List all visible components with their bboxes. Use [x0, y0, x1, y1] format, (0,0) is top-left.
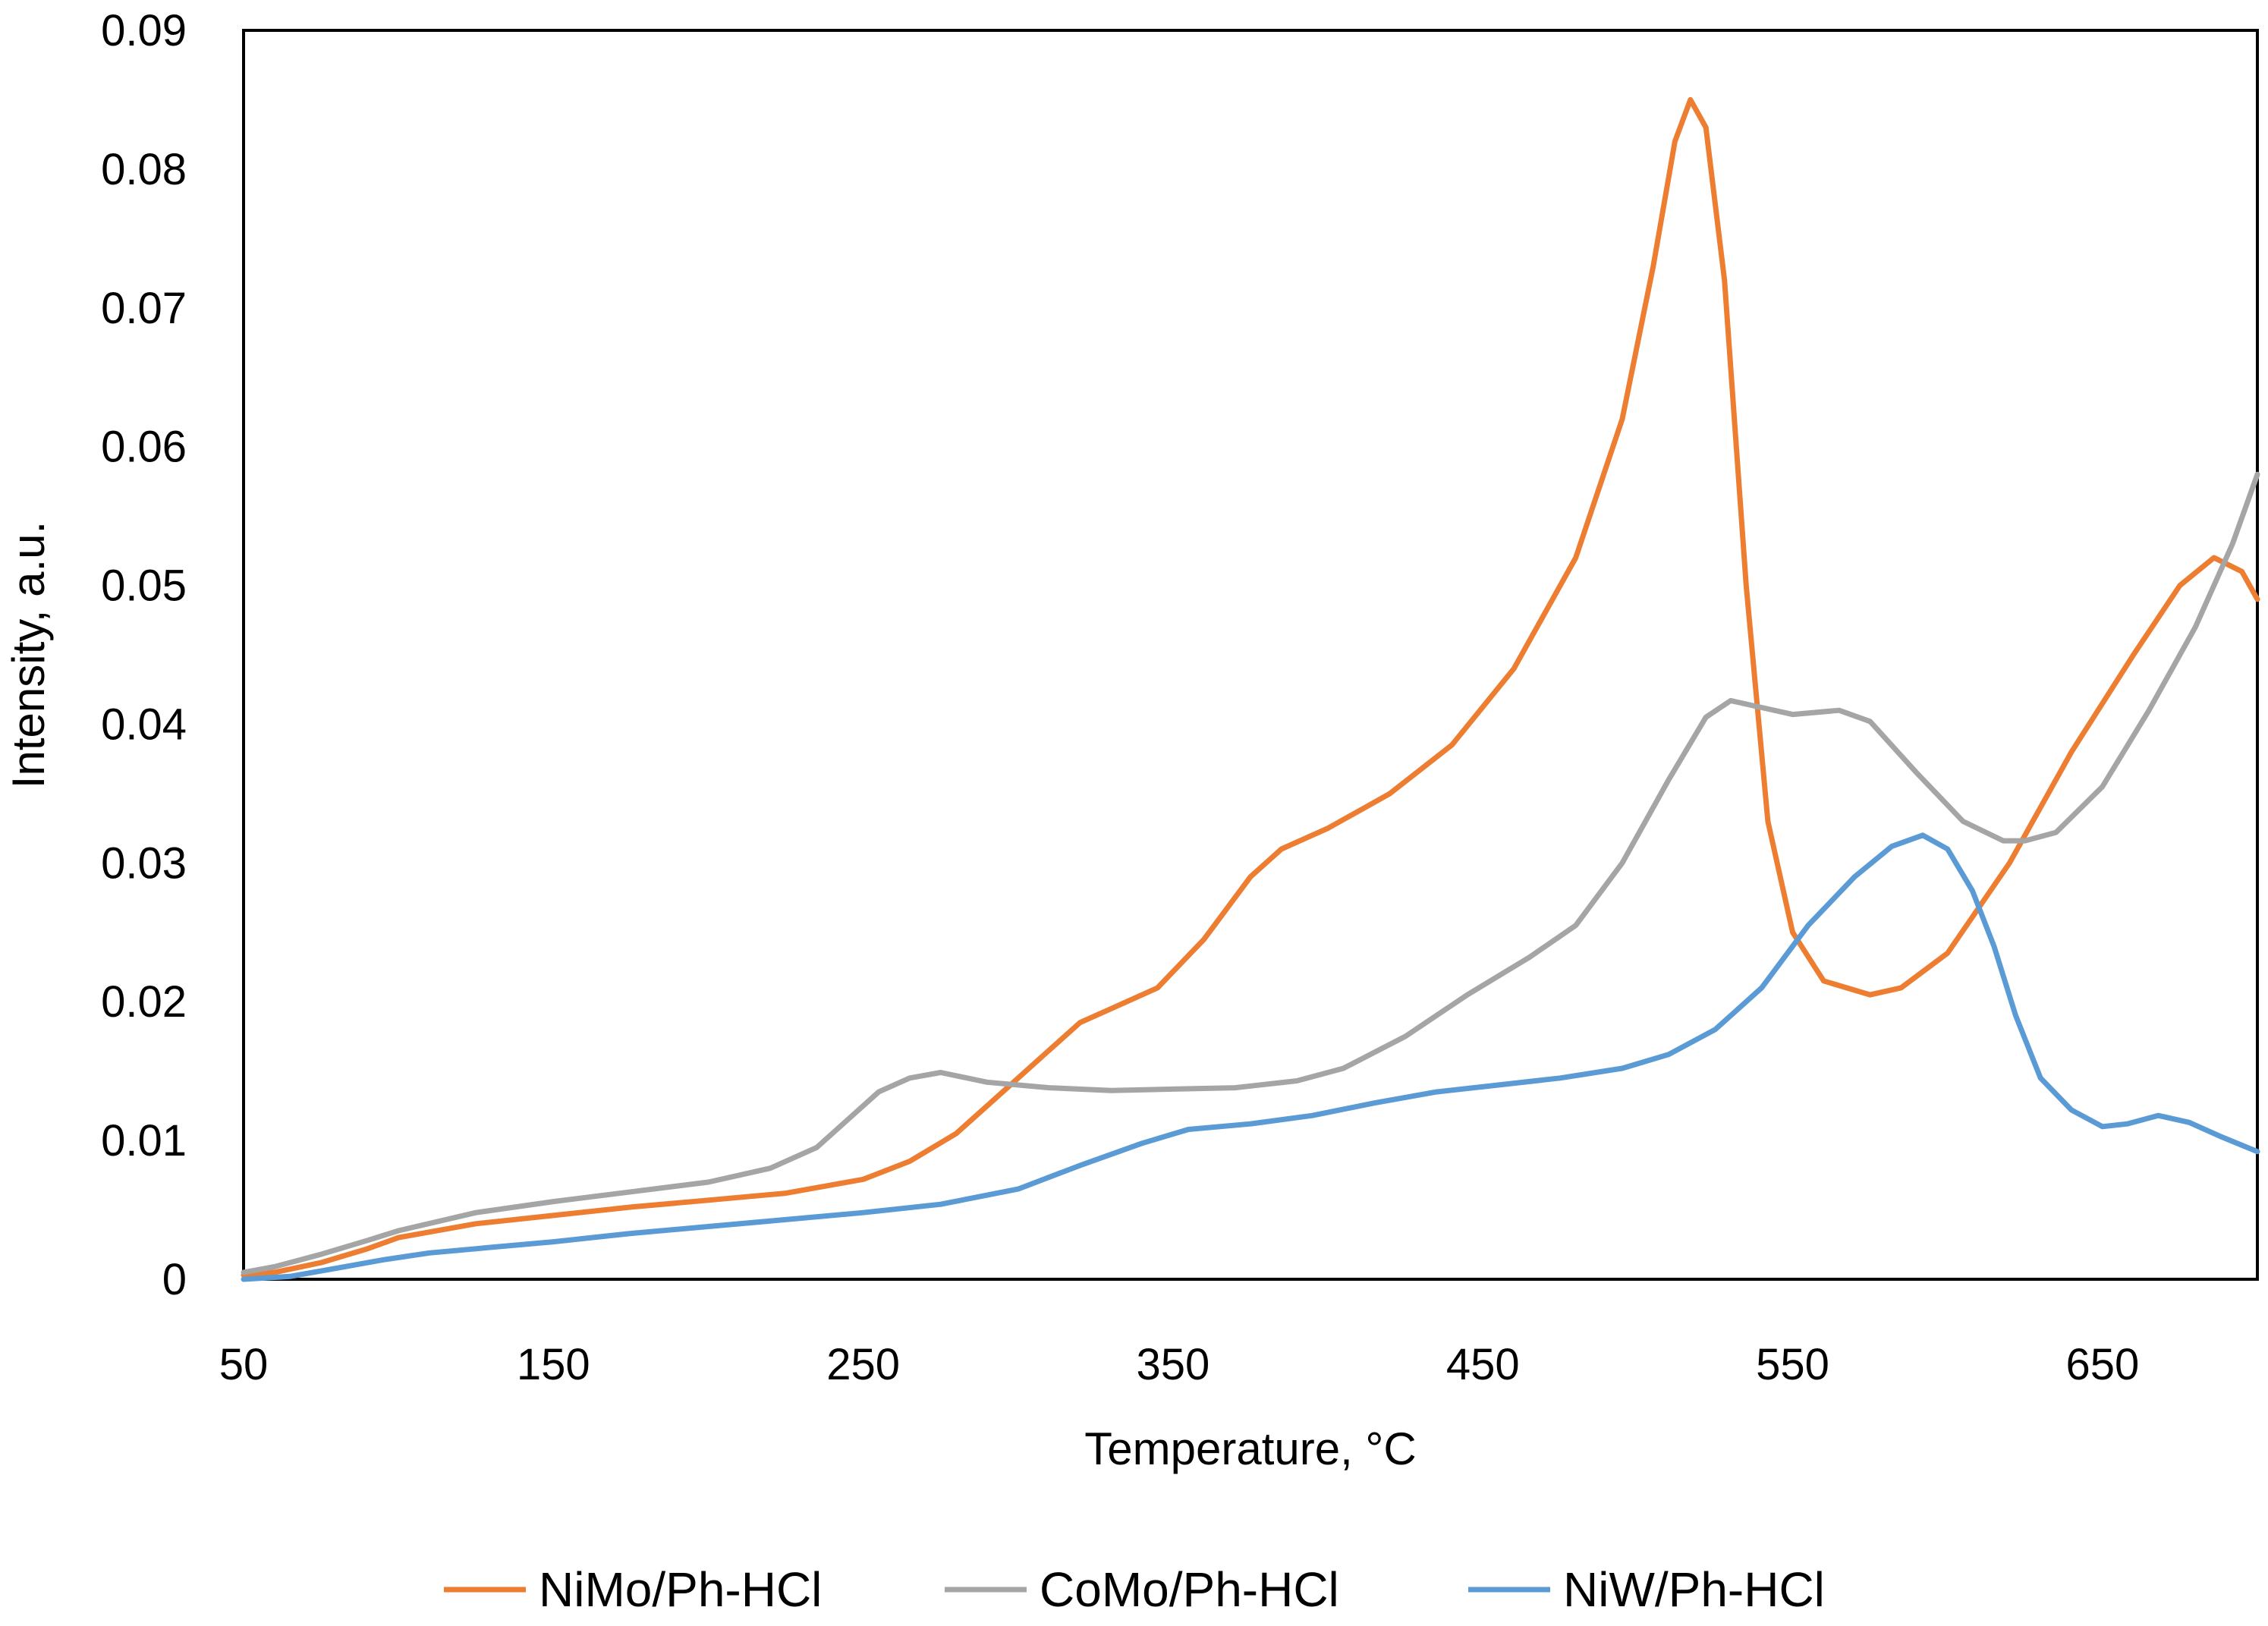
- x-tick-label: 450: [1446, 1340, 1520, 1389]
- series-lines: [241, 96, 2260, 1282]
- y-tick-label: 0.08: [101, 145, 187, 194]
- x-tick-label: 250: [826, 1340, 900, 1389]
- y-tick-label: 0.07: [101, 284, 187, 333]
- legend: NiMo/Ph-HCl CoMo/Ph-HCl NiW/Ph-HCl: [444, 1562, 1825, 1617]
- x-tick-label: 350: [1137, 1340, 1210, 1389]
- x-axis-title: Temperature, °C: [1084, 1423, 1417, 1474]
- y-tick-label: 0.03: [101, 838, 187, 888]
- y-tick-label: 0.02: [101, 977, 187, 1027]
- series-line-3: [241, 832, 2260, 1282]
- y-tick-label: 0: [162, 1255, 187, 1304]
- x-tick-label: 550: [1756, 1340, 1829, 1389]
- y-tick-label: 0.05: [101, 561, 187, 611]
- series-line-2: [241, 471, 2260, 1275]
- plot-area-frame: [242, 29, 2259, 1281]
- x-axis-ticks: 50 150 250 350 450 550 650: [219, 1340, 2139, 1389]
- x-tick-label: 150: [517, 1340, 590, 1389]
- y-tick-label: 0.06: [101, 423, 187, 472]
- y-axis-ticks: 0 0.01 0.02 0.03 0.04 0.05 0.06 0.07 0.08 0.09: [101, 6, 187, 1304]
- x-tick-label: 50: [219, 1340, 269, 1389]
- legend-label: NiW/Ph-HCl: [1563, 1562, 1825, 1617]
- legend-label: CoMo/Ph-HCl: [1040, 1562, 1339, 1617]
- y-tick-label: 0.09: [101, 6, 187, 55]
- legend-label: NiMo/Ph-HCl: [539, 1562, 822, 1617]
- series-line-1: [241, 96, 2260, 1278]
- y-tick-label: 0.01: [101, 1116, 187, 1165]
- x-tick-label: 650: [2065, 1340, 2139, 1389]
- y-axis-title: Intensity, a.u.: [3, 521, 54, 788]
- y-tick-label: 0.04: [101, 700, 187, 749]
